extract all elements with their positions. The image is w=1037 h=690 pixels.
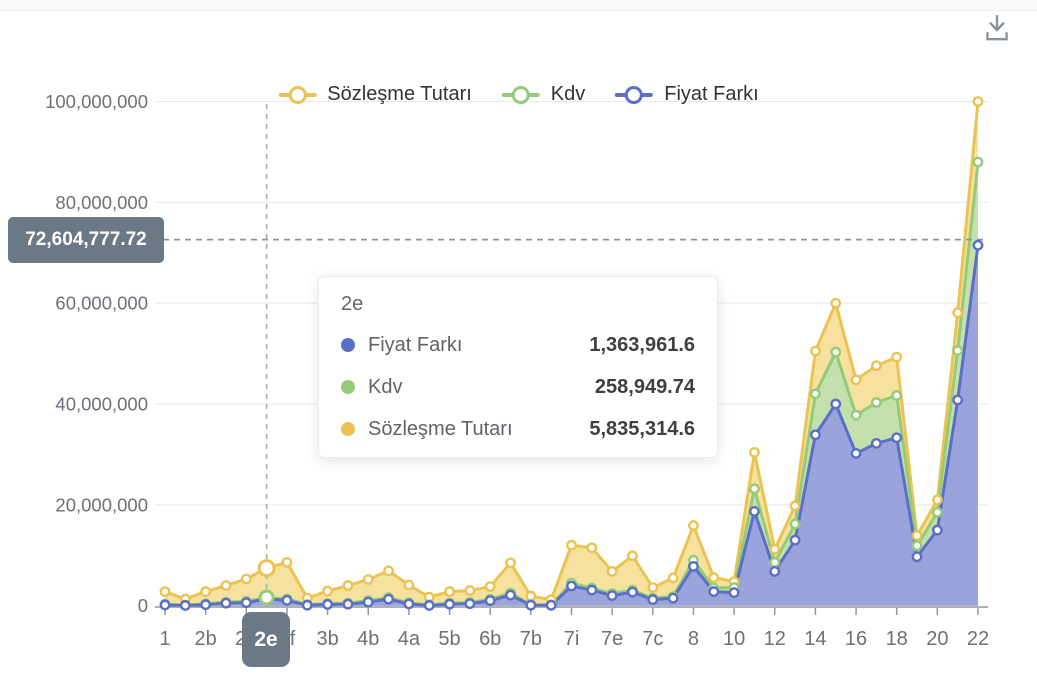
svg-text:1: 1 [159, 628, 170, 650]
svg-text:20,000,000: 20,000,000 [55, 494, 148, 515]
chart-tooltip: 2e Fiyat Farkı 1,363,961.6 Kdv 258,949.7… [318, 276, 718, 458]
svg-text:60,000,000: 60,000,000 [55, 293, 148, 314]
tooltip-title: 2e [341, 293, 364, 315]
series-dot-icon [341, 338, 355, 352]
svg-text:4a: 4a [398, 628, 421, 650]
tooltip-series-value: 258,949.74 [594, 375, 695, 398]
svg-text:7i: 7i [564, 628, 580, 650]
line-circle-marker-icon [501, 85, 540, 104]
svg-text:14: 14 [804, 628, 826, 650]
top-border-strip [0, 0, 1037, 11]
svg-text:8: 8 [688, 628, 699, 650]
svg-text:16: 16 [845, 628, 867, 650]
chart-legend: Sözleşme Tutarı Kdv Fiyat Farkı [278, 83, 759, 106]
legend-label: Sözleşme Tutarı [327, 83, 472, 105]
svg-text:2b: 2b [195, 628, 217, 650]
x-axis-pointer-badge: 2e [242, 612, 290, 667]
svg-text:10: 10 [723, 628, 745, 650]
legend-label: Kdv [550, 83, 586, 105]
legend-item-sozlesme-tutari[interactable]: Sözleşme Tutarı [278, 83, 472, 106]
svg-text:7b: 7b [520, 628, 542, 650]
legend-item-fiyat-farki[interactable]: Fiyat Farkı [615, 83, 759, 106]
svg-text:6b: 6b [479, 628, 501, 650]
svg-text:7c: 7c [642, 628, 663, 650]
line-circle-marker-icon [615, 85, 654, 104]
series-dot-icon [341, 380, 355, 394]
tooltip-series-label: Sözleşme Tutarı [368, 417, 513, 440]
download-icon[interactable] [981, 12, 1013, 44]
tooltip-series-value: 5,835,314.6 [589, 417, 695, 440]
svg-text:4b: 4b [357, 628, 379, 650]
tooltip-row: Fiyat Farkı 1,363,961.6 [341, 324, 695, 366]
y-axis-pointer-badge: 72,604,777.72 [8, 217, 164, 263]
tooltip-series-label: Kdv [368, 375, 403, 398]
svg-text:18: 18 [886, 628, 908, 650]
svg-text:7e: 7e [601, 628, 623, 650]
svg-text:5b: 5b [438, 628, 460, 650]
legend-item-kdv[interactable]: Kdv [501, 83, 586, 106]
svg-text:0: 0 [138, 595, 148, 616]
data-point-markers[interactable] [159, 96, 984, 611]
svg-text:20: 20 [926, 628, 948, 650]
tooltip-row: Sözleşme Tutarı 5,835,314.6 [341, 408, 695, 450]
tooltip-series-value: 1,363,961.6 [589, 333, 695, 356]
svg-text:3b: 3b [316, 628, 338, 650]
series-dot-icon [341, 422, 355, 436]
svg-text:12: 12 [764, 628, 786, 650]
line-circle-marker-icon [278, 85, 317, 104]
axis-pointer-crosshair [163, 104, 985, 607]
svg-text:80,000,000: 80,000,000 [55, 192, 148, 213]
y-axis-labels: 0 20,000,000 40,000,000 60,000,000 80,000,00… [45, 91, 148, 616]
hovered-point-markers[interactable] [257, 559, 276, 606]
legend-label: Fiyat Farkı [664, 83, 759, 105]
tooltip-series-label: Fiyat Farkı [368, 333, 463, 356]
tooltip-row: Kdv 258,949.74 [341, 366, 695, 408]
svg-text:40,000,000: 40,000,000 [55, 394, 148, 415]
svg-text:100,000,000: 100,000,000 [45, 91, 148, 112]
svg-text:22: 22 [967, 628, 989, 650]
